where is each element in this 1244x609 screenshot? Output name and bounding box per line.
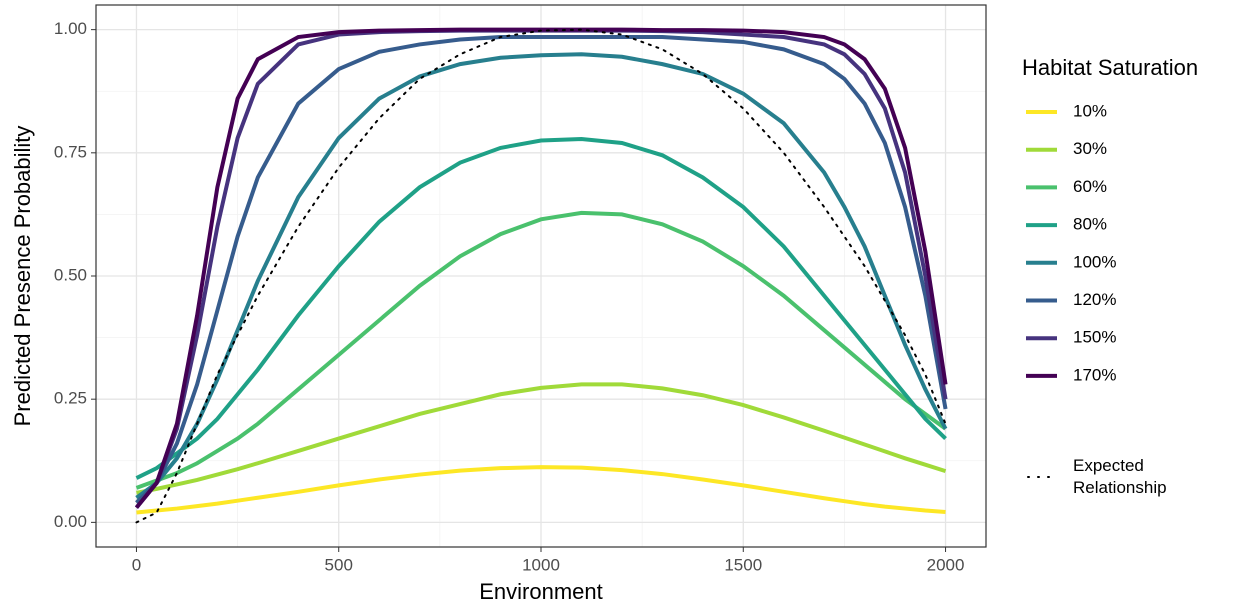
line bbox=[134, 27, 948, 509]
legend-label: 170% bbox=[1073, 365, 1116, 384]
y-tick-label: 0.25 bbox=[54, 389, 87, 408]
legend-label: 10% bbox=[1073, 101, 1107, 120]
x-tick-label: 500 bbox=[325, 555, 353, 574]
y-tick-label: 0.50 bbox=[54, 265, 87, 284]
legend-label: 150% bbox=[1073, 328, 1116, 347]
y-axis-title: Predicted Presence Probability bbox=[10, 126, 35, 427]
x-axis-title: Environment bbox=[479, 579, 603, 604]
legend-label: 60% bbox=[1073, 177, 1107, 196]
legend-label: 100% bbox=[1073, 252, 1116, 271]
reference-line bbox=[135, 28, 947, 524]
x-tick-label: 0 bbox=[132, 555, 141, 574]
line bbox=[136, 465, 946, 515]
legend-label: 120% bbox=[1073, 290, 1116, 309]
y-tick-label: 0.00 bbox=[54, 512, 87, 531]
legend-label: 30% bbox=[1073, 139, 1107, 158]
line bbox=[135, 137, 947, 480]
x-tick-label: 1500 bbox=[724, 555, 762, 574]
legend-title: Habitat Saturation bbox=[1022, 55, 1198, 80]
line bbox=[136, 382, 947, 495]
x-tick-label: 1000 bbox=[522, 555, 560, 574]
y-tick-label: 1.00 bbox=[54, 19, 87, 38]
legend-label: 80% bbox=[1073, 215, 1107, 234]
panel-border bbox=[95, 4, 987, 548]
line bbox=[135, 35, 948, 505]
line bbox=[135, 210, 947, 490]
x-tick-label: 2000 bbox=[927, 555, 965, 574]
y-tick-label: 0.75 bbox=[54, 142, 87, 161]
legend-label: Expected Relationship bbox=[1073, 456, 1167, 497]
